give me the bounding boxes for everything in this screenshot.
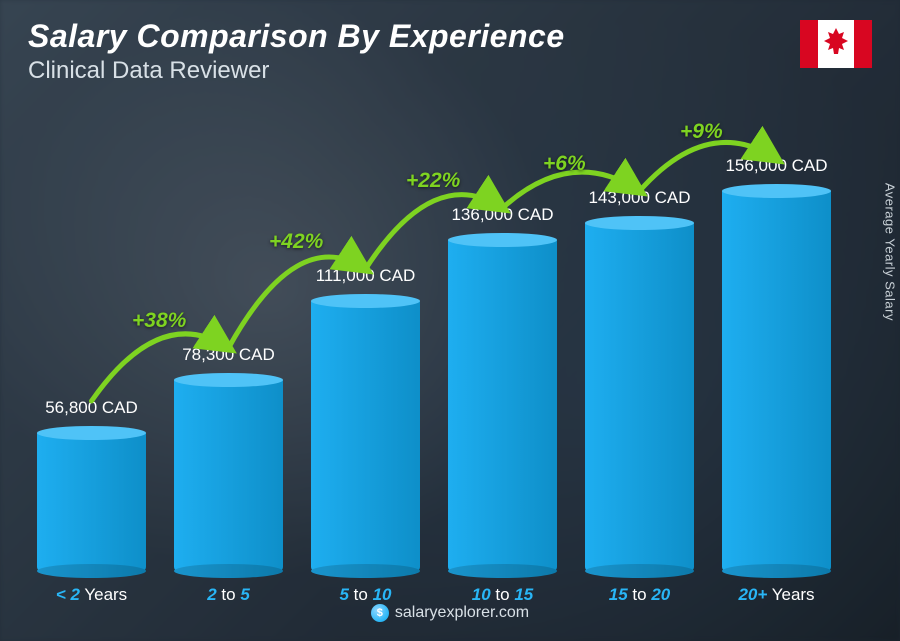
- increase-percent-label: +38%: [132, 309, 186, 333]
- chart-column: 111,000 CAD5 to 10: [302, 266, 429, 571]
- x-axis-label: < 2 Years: [56, 585, 127, 605]
- bar-body: [585, 223, 694, 571]
- chart-column: 136,000 CAD10 to 15: [439, 205, 566, 571]
- bar-top-ellipse: [585, 216, 694, 230]
- bar-top-ellipse: [311, 294, 420, 308]
- bar-body: [722, 191, 831, 571]
- increase-percent-label: +9%: [680, 120, 723, 144]
- bar-top-ellipse: [174, 373, 283, 387]
- bar-body: [37, 433, 146, 571]
- page-subtitle: Clinical Data Reviewer: [28, 57, 872, 85]
- bar: [722, 184, 831, 571]
- bar-value-label: 56,800 CAD: [45, 398, 138, 418]
- bar-body: [174, 380, 283, 571]
- canada-flag-icon: [800, 20, 872, 68]
- infographic-stage: Salary Comparison By Experience Clinical…: [0, 0, 900, 641]
- dollar-globe-icon: [371, 604, 389, 622]
- chart-column: 143,000 CAD15 to 20: [576, 188, 703, 571]
- bar: [174, 373, 283, 571]
- increase-percent-label: +42%: [269, 230, 323, 254]
- site-url: salaryexplorer.com: [395, 604, 529, 622]
- site-logo: salaryexplorer.com: [371, 604, 529, 622]
- bar-body: [448, 240, 557, 571]
- bar-top-ellipse: [722, 184, 831, 198]
- x-axis-label: 10 to 15: [472, 585, 533, 605]
- bar-value-label: 78,300 CAD: [182, 345, 275, 365]
- x-axis-label: 20+ Years: [738, 585, 814, 605]
- y-axis-label: Average Yearly Salary: [883, 182, 898, 320]
- bar: [585, 216, 694, 571]
- header: Salary Comparison By Experience Clinical…: [28, 18, 872, 85]
- increase-percent-label: +6%: [543, 152, 586, 176]
- x-axis-label: 2 to 5: [207, 585, 250, 605]
- chart-column: 56,800 CAD< 2 Years: [28, 398, 155, 571]
- bar-top-ellipse: [37, 426, 146, 440]
- footer: salaryexplorer.com: [0, 604, 900, 627]
- bar-value-label: 111,000 CAD: [316, 266, 416, 286]
- x-axis-label: 5 to 10: [339, 585, 391, 605]
- bar-body: [311, 301, 420, 571]
- bar-top-ellipse: [448, 233, 557, 247]
- increase-percent-label: +22%: [406, 169, 460, 193]
- bar: [37, 426, 146, 571]
- x-axis-label: 15 to 20: [609, 585, 670, 605]
- salary-bar-chart: 56,800 CAD< 2 Years78,300 CAD2 to 5111,0…: [28, 101, 840, 571]
- bar: [448, 233, 557, 571]
- page-title: Salary Comparison By Experience: [28, 18, 872, 55]
- bar-value-label: 143,000 CAD: [588, 188, 690, 208]
- chart-column: 156,000 CAD20+ Years: [713, 156, 840, 571]
- bar-value-label: 136,000 CAD: [451, 205, 553, 225]
- chart-column: 78,300 CAD2 to 5: [165, 345, 292, 571]
- bar-value-label: 156,000 CAD: [725, 156, 827, 176]
- bar: [311, 294, 420, 571]
